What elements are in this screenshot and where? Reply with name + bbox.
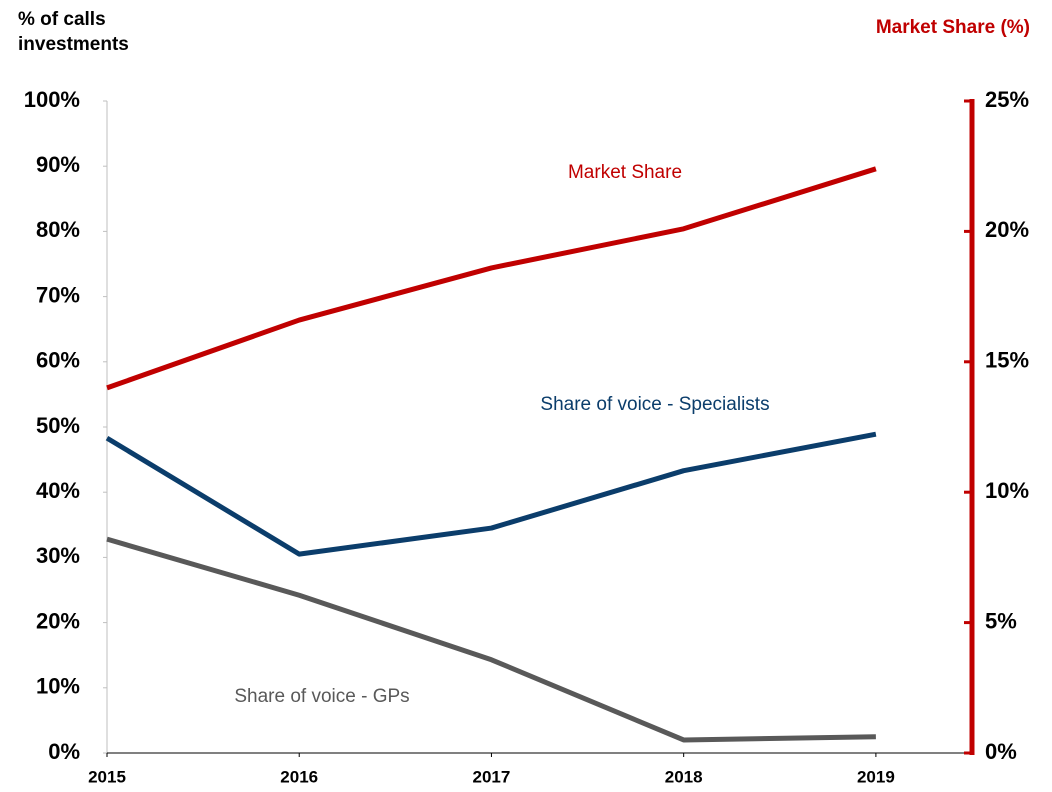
x-tick-label: 2018 xyxy=(665,767,703,786)
series-line xyxy=(106,536,876,743)
y2-axis-title: Market Share (%) xyxy=(876,17,1030,38)
series-label: Share of voice - GPs xyxy=(234,686,409,707)
series-label: Share of voice - Specialists xyxy=(540,394,769,415)
y-tick-label: 50% xyxy=(36,413,80,438)
y2-tick-label: 20% xyxy=(985,217,1029,242)
series-line xyxy=(105,431,877,557)
y2-tick-label: 0% xyxy=(985,739,1017,764)
x-tick-label: 2015 xyxy=(88,767,126,786)
y-axis-title: investments xyxy=(18,34,129,55)
y-tick-label: 30% xyxy=(36,543,80,568)
y-tick-label: 20% xyxy=(36,608,80,633)
y2-tick-label: 5% xyxy=(985,608,1017,633)
y-tick-label: 60% xyxy=(36,348,80,373)
y-tick-label: 100% xyxy=(24,87,80,112)
y-tick-label: 0% xyxy=(48,739,80,764)
y2-tick-label: 10% xyxy=(985,478,1029,503)
y-tick-label: 80% xyxy=(36,217,80,242)
y-tick-label: 10% xyxy=(36,674,80,699)
x-tick-label: 2019 xyxy=(857,767,895,786)
y-tick-label: 90% xyxy=(36,152,80,177)
y2-tick-label: 15% xyxy=(985,348,1029,373)
series-line xyxy=(106,166,877,391)
y-tick-label: 40% xyxy=(36,478,80,503)
y-axis-title: % of calls xyxy=(18,9,106,30)
series-label: Market Share xyxy=(568,162,682,183)
y2-tick-label: 25% xyxy=(985,87,1029,112)
x-tick-label: 2017 xyxy=(473,767,511,786)
y-tick-label: 70% xyxy=(36,282,80,307)
x-tick-label: 2016 xyxy=(280,767,318,786)
